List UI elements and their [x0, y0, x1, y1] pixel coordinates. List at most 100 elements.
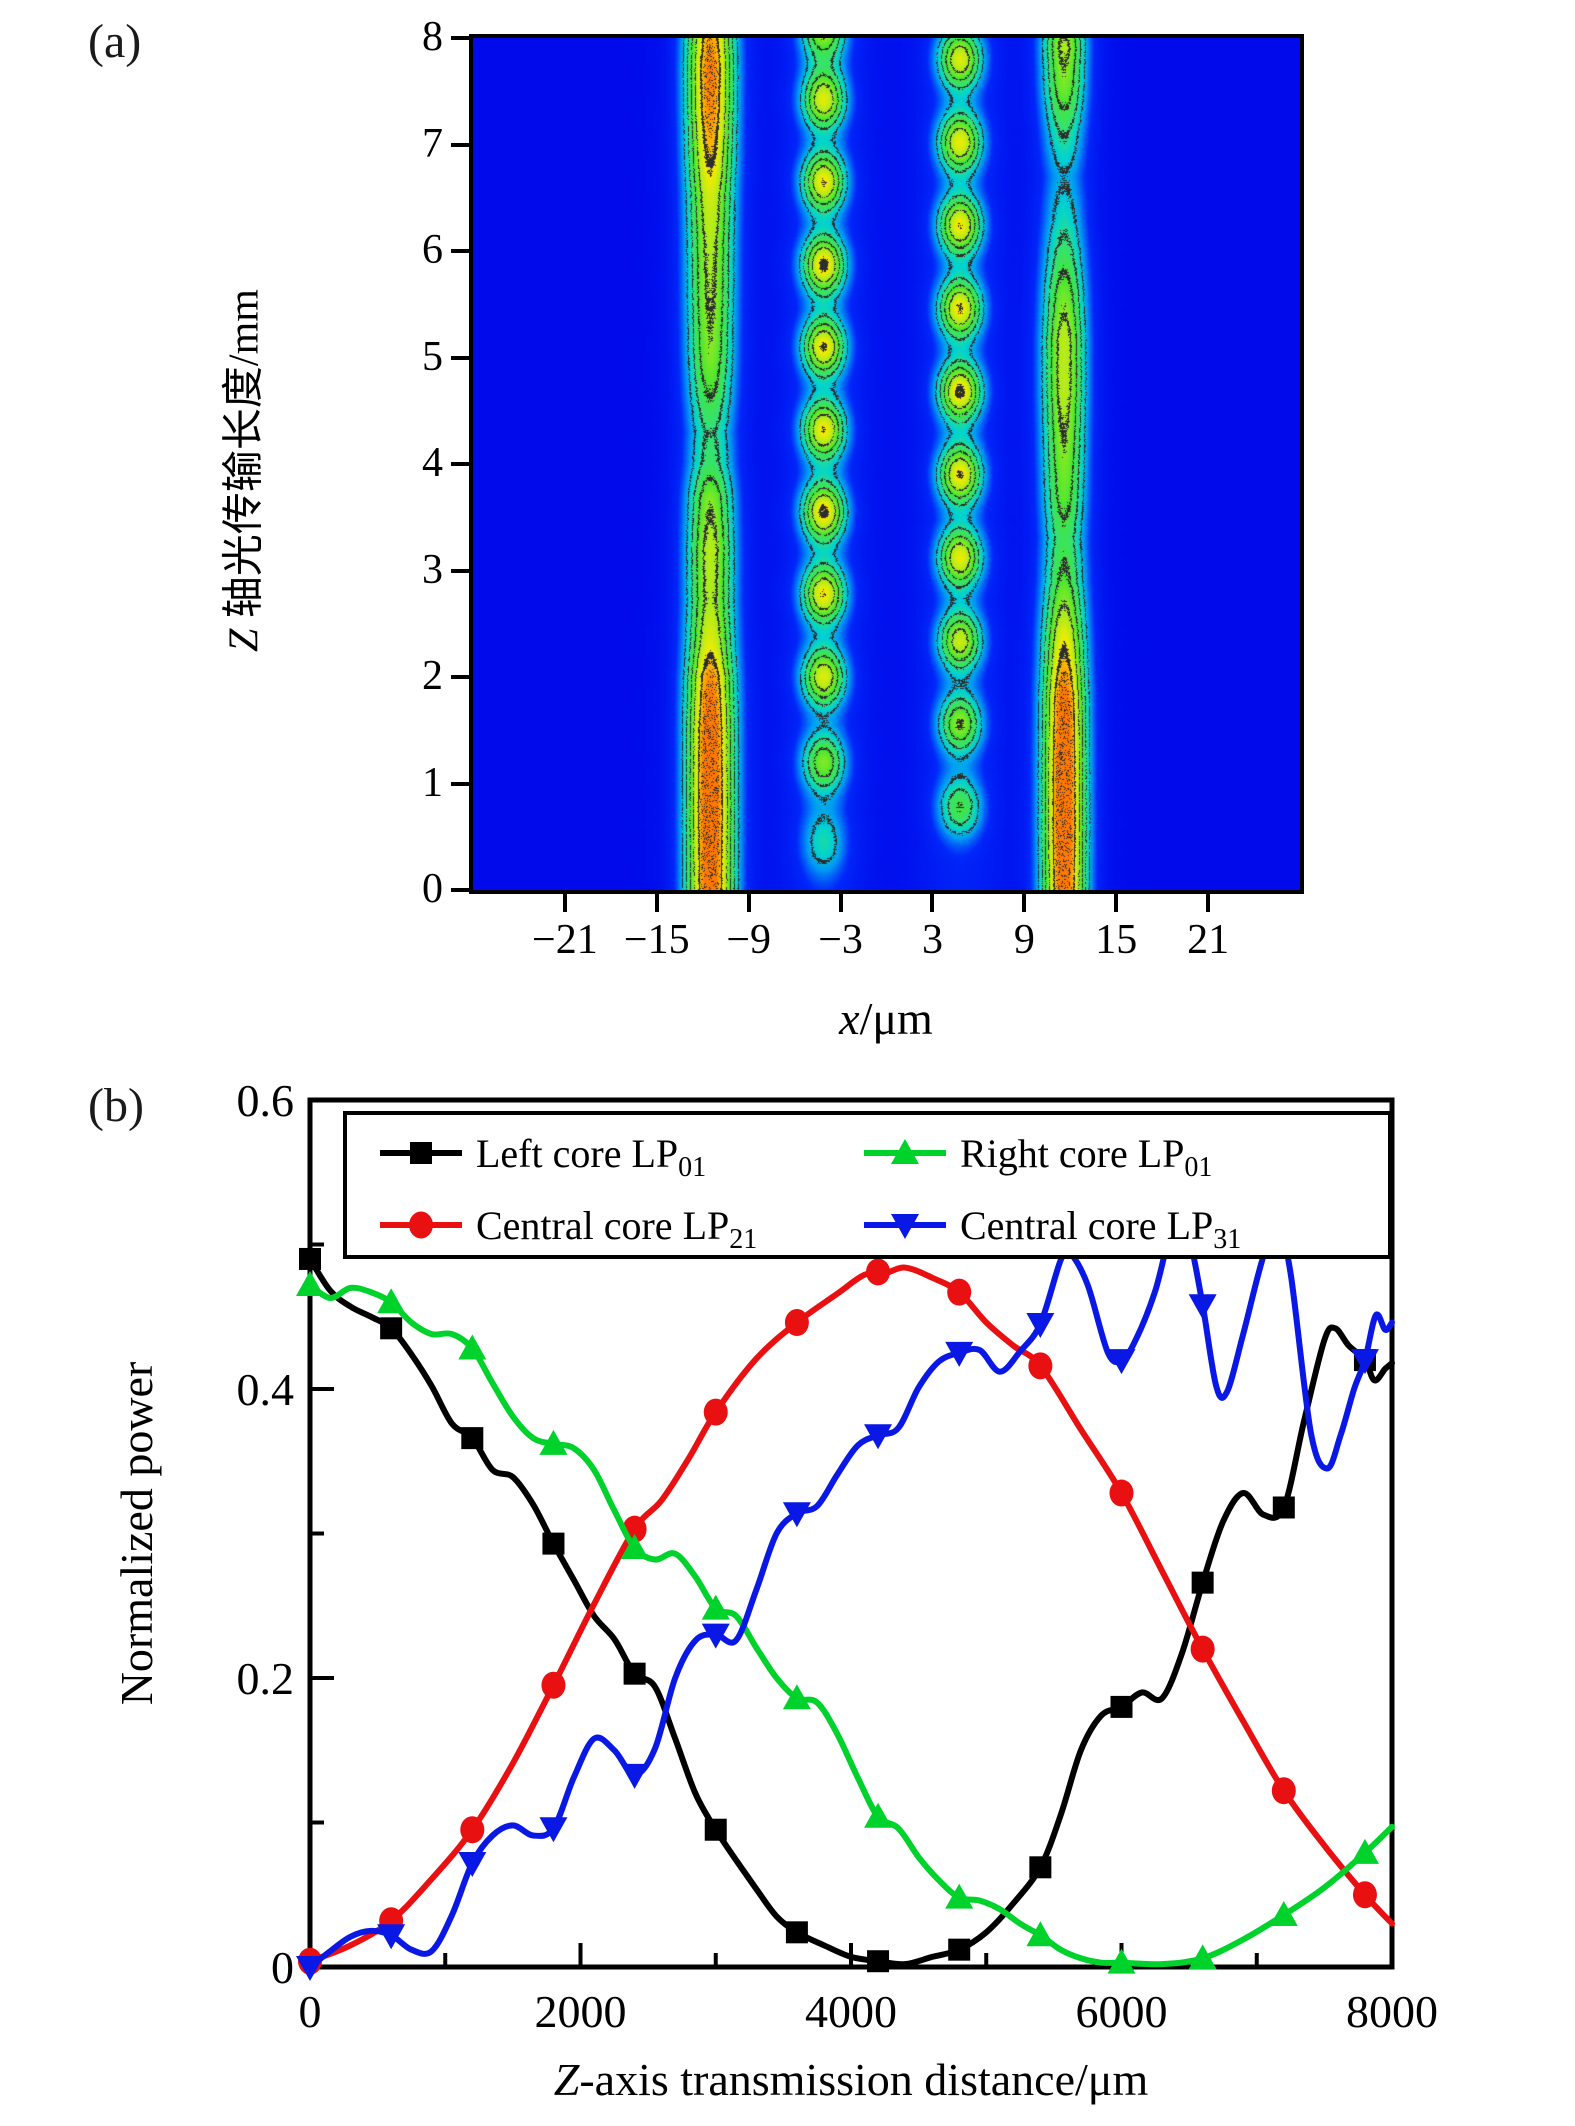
series-marker-central_core_lp21 [1271, 1777, 1296, 1805]
series-marker-central_core_lp21 [1109, 1479, 1134, 1507]
panel-a-y-tick-label: 2 [422, 653, 443, 699]
series-marker-left_core_lp01 [1110, 1695, 1133, 1718]
series-marker-right_core_lp01 [458, 1334, 487, 1360]
series-marker-right_core_lp01 [1350, 1838, 1379, 1864]
panel-a-x-tick [1022, 894, 1027, 912]
panel-a-x-tick [1206, 894, 1211, 912]
panel-b-y-tick-label: 0 [271, 1942, 294, 1993]
series-marker-central_core_lp21 [1190, 1635, 1215, 1663]
panel-b-y-tick-label: 0.2 [237, 1653, 295, 1704]
panel-a-y-tick [451, 462, 469, 466]
panel-b-x-tick-label: 8000 [1346, 1986, 1438, 2037]
series-marker-left_core_lp01 [542, 1532, 565, 1555]
panel-a-y-tick [451, 142, 469, 147]
panel-b-x-axis-title: Z-axis transmission distance/μm [554, 2054, 1149, 2105]
panel-a-y-tick [451, 781, 469, 786]
series-marker-right_core_lp01 [1269, 1900, 1298, 1926]
series-marker-left_core_lp01 [1029, 1856, 1052, 1879]
series-marker-right_core_lp01 [782, 1684, 811, 1710]
series-marker-right_core_lp01 [945, 1883, 974, 1909]
series-marker-central_core_lp31 [539, 1817, 568, 1843]
series-marker-left_core_lp01 [704, 1818, 727, 1841]
line-chart-plot: 0 2000 4000 6000 8000 0 0.2 0.4 0.6 Z-axis transm… [111, 1075, 1438, 2105]
panel-a-x-tick [838, 894, 843, 912]
panel-b-x-tick-label: 6000 [1076, 1986, 1168, 2037]
panel-a-x-tick [746, 894, 751, 912]
heatmap-frame [469, 34, 1304, 894]
series-marker-central_core_lp21 [947, 1278, 972, 1306]
panel-a-x-tick-label: 3 [921, 917, 943, 963]
series-marker-central_core_lp31 [458, 1851, 487, 1877]
panel-a-y-tick [451, 36, 469, 40]
panel-a-x-tick-label: −21 [532, 917, 598, 963]
panel-a-y-tick [451, 249, 469, 253]
series-marker-central_core_lp31 [782, 1502, 811, 1528]
series-marker-left_core_lp01 [623, 1662, 646, 1685]
series-marker-central_core_lp21 [703, 1398, 728, 1426]
series-marker-left_core_lp01 [1191, 1571, 1214, 1594]
series-marker-right_core_lp01 [1026, 1921, 1055, 1947]
legend-label-central_core_lp21: Central core LP21 [476, 1203, 757, 1255]
panel-a-y-tick-label: 8 [422, 14, 443, 60]
series-marker-left_core_lp01 [948, 1938, 971, 1961]
series-marker-central_core_lp31 [296, 1956, 324, 1981]
panel-b-y-axis-title: Normalized power [111, 1362, 162, 1706]
series-marker-central_core_lp31 [1188, 1294, 1217, 1320]
series-marker-central_core_lp31 [377, 1924, 406, 1950]
series-marker-right_core_lp01 [1188, 1944, 1217, 1970]
legend-label-right_core_lp01: Right core LP01 [960, 1131, 1212, 1183]
series-marker-central_core_lp21 [541, 1671, 566, 1699]
series-marker-right_core_lp01 [296, 1270, 324, 1296]
series-marker-central_core_lp31 [620, 1763, 649, 1789]
panel-a-x-tick [654, 894, 659, 912]
series-marker-right_core_lp01 [377, 1288, 406, 1314]
legend-label-central_core_lp31: Central core LP31 [960, 1203, 1241, 1255]
panel-a-y-tick-label: 0 [422, 866, 443, 912]
panel-a-x-tick-label: −3 [818, 917, 863, 963]
series-marker-left_core_lp01 [380, 1317, 403, 1340]
panel-a-y-tick-label: 3 [422, 546, 443, 593]
panel-a-x-tick [1114, 894, 1119, 912]
panel-a-y-axis-title: Z 轴光传输长度/mm [221, 289, 268, 652]
series-marker-left_core_lp01 [299, 1247, 321, 1270]
series-marker-left_core_lp01 [1272, 1496, 1295, 1519]
series-marker-left_core_lp01 [461, 1427, 484, 1450]
panel-a-y-tick-label: 6 [422, 227, 443, 273]
panel-b-x-tick-label: 0 [299, 1986, 322, 2037]
series-marker-central_core_lp21 [1352, 1881, 1377, 1909]
panel-b-y-tick-label: 0.4 [237, 1364, 295, 1415]
panel-a-x-tick-label: −15 [623, 917, 690, 963]
panel-a-x-tick-label: −9 [726, 917, 771, 963]
legend-sample-marker-central_core_lp21 [409, 1211, 433, 1239]
series-marker-central_core_lp31 [864, 1424, 893, 1450]
series-marker-central_core_lp31 [1026, 1312, 1055, 1338]
panel-a-y-tick [451, 568, 469, 573]
panel-a-x-tick-label: 9 [1013, 917, 1035, 963]
panel-b-y-tick-label: 0.6 [237, 1075, 295, 1126]
legend-sample-marker-right_core_lp01 [891, 1139, 919, 1164]
panel-a-x-axis-title: x/μm [839, 993, 933, 1044]
series-marker-left_core_lp01 [867, 1950, 890, 1973]
panel-a-y-tick-label: 5 [422, 333, 443, 380]
series-marker-right_core_lp01 [539, 1429, 568, 1455]
panel-a-x-tick-label: 21 [1187, 917, 1230, 963]
panel-a-y-tick-label: 1 [422, 759, 443, 806]
panel-b-x-tick-label: 4000 [805, 1986, 897, 2037]
series-marker-right_core_lp01 [864, 1802, 893, 1828]
panel-a-y-tick-label: 7 [422, 120, 443, 167]
legend-sample-marker-left_core_lp01 [410, 1142, 432, 1164]
panel-a-y-tick-label: 4 [422, 440, 443, 486]
panel-a-y-tick [451, 888, 469, 892]
panel-a-y-tick [451, 675, 469, 679]
legend-label-left_core_lp01: Left core LP01 [476, 1131, 706, 1183]
panel-b-label: (b) [88, 1079, 144, 1132]
series-marker-right_core_lp01 [620, 1533, 649, 1559]
series-marker-central_core_lp31 [701, 1623, 730, 1649]
series-marker-left_core_lp01 [785, 1921, 808, 1944]
series-marker-central_core_lp21 [1028, 1352, 1053, 1380]
legend-box [343, 1111, 1392, 1259]
panel-a-x-tick [930, 894, 935, 912]
series-marker-central_core_lp31 [1107, 1349, 1136, 1375]
series-marker-central_core_lp21 [460, 1816, 485, 1844]
series-marker-right_core_lp01 [1107, 1948, 1136, 1974]
